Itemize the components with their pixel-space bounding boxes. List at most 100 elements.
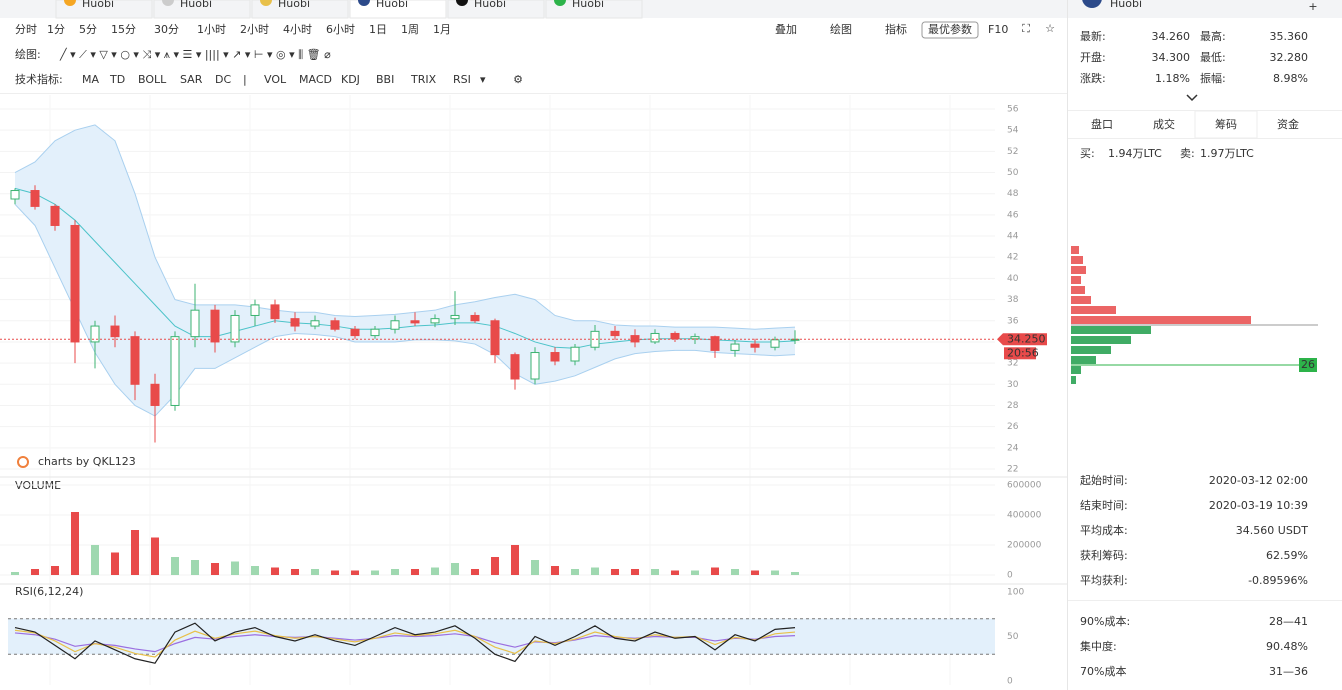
rsi-line bbox=[14, 622, 796, 664]
volume-bar bbox=[711, 567, 719, 575]
stat-label: 获利筹码: bbox=[1080, 548, 1128, 562]
side-tab[interactable]: 盘口 bbox=[1091, 117, 1113, 131]
y-tick-label: 0 bbox=[1007, 571, 1013, 581]
tab[interactable] bbox=[153, 0, 251, 19]
indicator[interactable]: DC bbox=[215, 73, 231, 86]
best-params-box[interactable] bbox=[921, 21, 979, 39]
indicator[interactable]: SAR bbox=[180, 73, 203, 86]
tab[interactable] bbox=[251, 0, 349, 19]
settings-icon[interactable]: ⚙ bbox=[513, 73, 523, 86]
tab[interactable] bbox=[545, 0, 643, 19]
volume-bar bbox=[611, 569, 619, 575]
chip-bar bbox=[1071, 296, 1091, 304]
candle-body bbox=[490, 320, 500, 356]
watermark-logo bbox=[17, 456, 29, 468]
indicator[interactable]: TD bbox=[109, 73, 125, 86]
indicator[interactable]: BOLL bbox=[138, 73, 167, 86]
volume-bar bbox=[791, 572, 799, 575]
tool[interactable]: 绘图 bbox=[830, 22, 852, 36]
candle-body bbox=[370, 328, 380, 337]
volume-bar bbox=[671, 570, 679, 575]
candle-body bbox=[470, 314, 480, 322]
interval[interactable]: 1月 bbox=[433, 23, 451, 36]
interval[interactable]: 5分 bbox=[79, 23, 97, 36]
tab[interactable] bbox=[55, 0, 153, 19]
y-tick-label: 56 bbox=[1007, 105, 1019, 115]
volume-bar bbox=[251, 566, 259, 575]
candle-body bbox=[330, 320, 340, 330]
candle-body bbox=[130, 336, 140, 385]
indicator[interactable]: BBI bbox=[376, 73, 394, 86]
indicator[interactable]: MA bbox=[82, 73, 99, 86]
y-tick-label: 36 bbox=[1007, 316, 1019, 326]
fullscreen-icon[interactable]: ⛶ bbox=[1022, 22, 1030, 35]
indicator[interactable]: KDJ bbox=[341, 73, 360, 86]
interval[interactable]: 1周 bbox=[401, 23, 419, 36]
expand-chevron[interactable] bbox=[1186, 94, 1198, 102]
indicator[interactable]: | bbox=[243, 73, 247, 86]
tab-icon bbox=[358, 0, 370, 6]
tab-add[interactable]: + bbox=[1308, 0, 1317, 13]
interval[interactable]: 15分 bbox=[111, 23, 136, 36]
indicator[interactable]: MACD bbox=[299, 73, 332, 86]
chip-bar bbox=[1071, 346, 1111, 354]
side-tab[interactable]: 资金 bbox=[1277, 117, 1299, 131]
stat-value: 2020-03-12 02:00 bbox=[1209, 474, 1308, 487]
candle-body bbox=[250, 304, 260, 316]
interval[interactable]: 30分 bbox=[154, 23, 179, 36]
y-tick-label: 52 bbox=[1007, 147, 1018, 157]
volume-bar bbox=[511, 545, 519, 575]
interval[interactable]: 1日 bbox=[369, 23, 387, 36]
indicator-dropdown[interactable]: ▾ bbox=[480, 73, 486, 86]
chip-bar bbox=[1071, 266, 1086, 274]
volume-bar bbox=[331, 570, 339, 575]
candle-body bbox=[650, 332, 660, 343]
last-price-label: 34.250 bbox=[1007, 332, 1046, 345]
candle-body bbox=[210, 309, 220, 343]
volume-bar bbox=[771, 570, 779, 575]
star-icon[interactable]: ☆ bbox=[1045, 22, 1055, 35]
y-tick-label: 44 bbox=[1007, 232, 1019, 242]
side-tab[interactable]: 筹码 bbox=[1215, 117, 1237, 131]
f10[interactable]: F10 bbox=[988, 23, 1008, 36]
tool[interactable]: 指标 bbox=[885, 22, 907, 36]
side-tab[interactable]: 成交 bbox=[1153, 117, 1175, 131]
quote-value: 34.300 bbox=[1152, 51, 1191, 64]
volume-bar bbox=[651, 569, 659, 575]
y-tick-label: 50 bbox=[1007, 168, 1019, 178]
y-tick-label: 30 bbox=[1007, 380, 1019, 390]
tab[interactable] bbox=[447, 0, 545, 19]
y-tick-label: 42 bbox=[1007, 253, 1018, 263]
indicator[interactable]: VOL bbox=[264, 73, 287, 86]
volume-bar bbox=[31, 569, 39, 575]
y-tick-label: 50 bbox=[1007, 632, 1019, 642]
interval[interactable]: 6小时 bbox=[326, 23, 355, 36]
candle-body bbox=[610, 330, 620, 337]
chip-marker-box bbox=[1299, 358, 1317, 372]
tab-label: Huobi bbox=[376, 0, 408, 10]
indicator[interactable]: TRIX bbox=[410, 73, 437, 86]
tool[interactable]: 叠加 bbox=[775, 23, 797, 36]
tab[interactable] bbox=[349, 0, 447, 19]
interval[interactable]: 2小时 bbox=[240, 23, 269, 36]
volume-bar bbox=[311, 569, 319, 575]
stat-value: 2020-03-19 10:39 bbox=[1209, 499, 1308, 512]
toolbar-border bbox=[0, 93, 1067, 94]
quote-label: 最低: bbox=[1200, 51, 1226, 64]
interval[interactable]: 1分 bbox=[47, 23, 65, 36]
candle-body bbox=[450, 314, 460, 320]
interval[interactable]: 4小时 bbox=[283, 23, 312, 36]
volume-bar bbox=[531, 560, 539, 575]
quote-value: 1.18% bbox=[1155, 72, 1190, 85]
candle-body bbox=[510, 354, 520, 380]
interval[interactable]: 1小时 bbox=[197, 23, 226, 36]
indicator[interactable]: RSI bbox=[453, 73, 471, 86]
interval[interactable]: 分时 bbox=[15, 23, 37, 36]
last-price-tag bbox=[997, 333, 1047, 346]
chip-bar bbox=[1071, 286, 1085, 294]
buy-label: 买: bbox=[1080, 147, 1095, 160]
y-tick-label: 200000 bbox=[1007, 541, 1042, 551]
candle-body bbox=[770, 339, 780, 348]
draw-icons[interactable]: ╱ ▾ ⟋ ▾ ▽ ▾ ○ ▾ ⤨ ▾ ⩚ ▾ ☰ ▾ |||| ▾ ↗ ▾ ⊢… bbox=[59, 47, 331, 61]
stat-value: 28—41 bbox=[1269, 615, 1308, 628]
